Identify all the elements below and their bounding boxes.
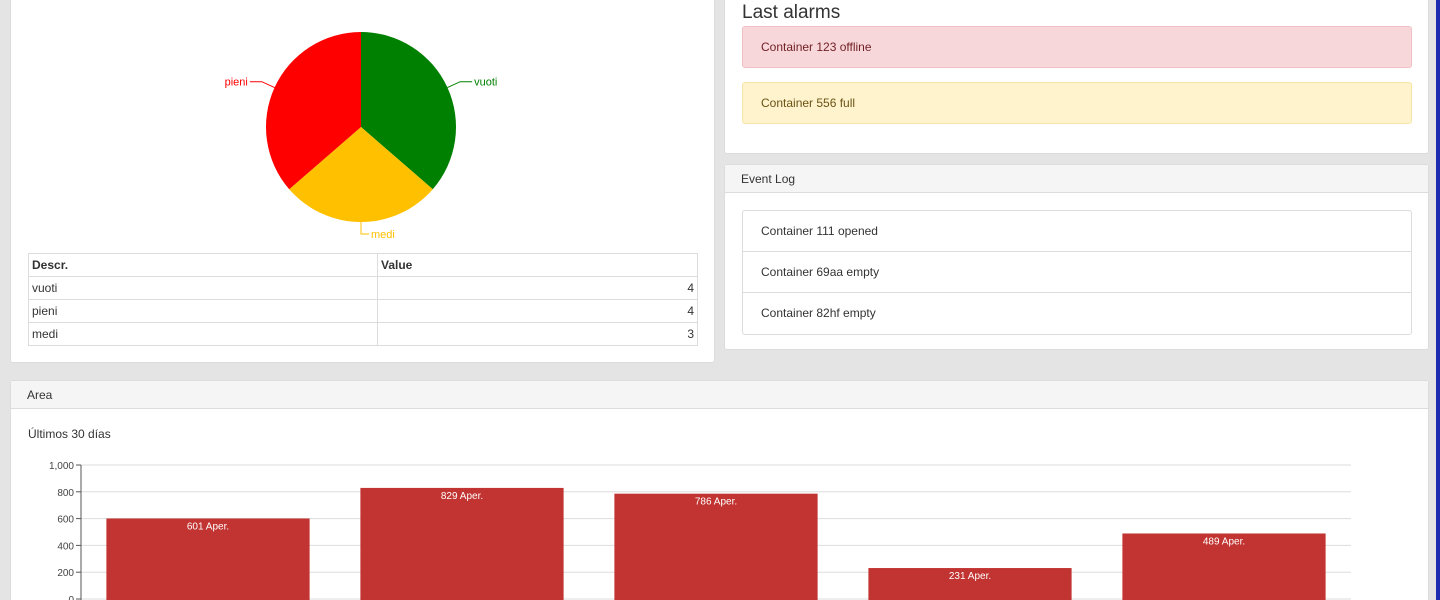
list-item[interactable]: Container 111 opened [743, 211, 1411, 252]
pie-label-vuoti: vuoti [474, 77, 497, 89]
table-cell-descr: medi [28, 322, 378, 346]
event-log-list: Container 111 opened Container 69aa empt… [742, 210, 1412, 335]
table-header-value: Value [377, 253, 698, 277]
table-row: medi 3 [28, 322, 698, 346]
window-edge [1436, 0, 1440, 600]
y-tick-label: 600 [57, 515, 74, 526]
pie-slice-vuoti [361, 32, 457, 190]
table-row: vuoti 4 [28, 276, 698, 300]
area-panel: Area Últimos 30 días 1,000 800 600 400 200 0 6… [10, 380, 1429, 600]
pie-label-pieni: pieni [225, 77, 248, 89]
alarms-title: Last alarms [742, 2, 841, 23]
list-item[interactable]: Container 69aa empty [743, 252, 1411, 293]
pie-chart-panel: vuoti medi pieni Descr. Value vuoti 4 pien… [10, 0, 715, 363]
bar[interactable] [106, 518, 310, 600]
pie-slice-pieni [266, 32, 361, 190]
y-tick-label: 1,000 [49, 461, 74, 472]
pie-data-table: Descr. Value vuoti 4 pieni 4 medi 3 [28, 253, 698, 346]
table-row: pieni 4 [28, 299, 698, 323]
pie-connector-vuoti [447, 81, 473, 88]
alarm-item-full[interactable]: Container 556 full [742, 82, 1412, 124]
table-cell-descr: pieni [28, 299, 378, 323]
y-tick-label: 0 [68, 595, 74, 600]
bar-data-label: 786 Aper. [695, 497, 737, 508]
bar[interactable] [1122, 533, 1326, 600]
table-header-row: Descr. Value [28, 253, 698, 277]
bar[interactable] [360, 487, 564, 600]
last-alarms-panel: Last alarms Container 123 offline Contai… [724, 0, 1429, 154]
bar-data-label: 601 Aper. [187, 521, 229, 532]
bar-data-label: 489 Aper. [1203, 536, 1245, 547]
pie-slice-medi [289, 127, 433, 222]
area-subtitle: Últimos 30 días [28, 427, 111, 441]
table-cell-descr: vuoti [28, 276, 378, 300]
area-title: Area [11, 381, 1428, 409]
bar-data-label: 231 Aper. [949, 571, 991, 582]
bar[interactable] [868, 568, 1072, 600]
table-cell-value: 3 [377, 322, 698, 346]
event-log-panel: Event Log Container 111 opened Container… [724, 164, 1429, 350]
pie-label-medi: medi [371, 229, 395, 241]
bar-data-label: 829 Aper. [441, 491, 483, 502]
table-cell-value: 4 [377, 299, 698, 323]
pie-connector-medi [360, 222, 369, 235]
bar-chart: 1,000 800 600 400 200 0 601 Aper. 829 Aper. 786 … [49, 461, 1351, 600]
y-tick-label: 800 [57, 488, 74, 499]
table-cell-value: 4 [377, 276, 698, 300]
table-header-descr: Descr. [28, 253, 378, 277]
pie-chart: vuoti medi pieni [225, 32, 497, 241]
y-tick-label: 200 [57, 568, 74, 579]
event-log-title: Event Log [725, 165, 1428, 193]
y-tick-label: 400 [57, 541, 74, 552]
alarm-item-offline[interactable]: Container 123 offline [742, 26, 1412, 68]
bar[interactable] [614, 493, 818, 600]
list-item[interactable]: Container 82hf empty [761, 306, 876, 320]
pie-connector-pieni [249, 81, 275, 88]
